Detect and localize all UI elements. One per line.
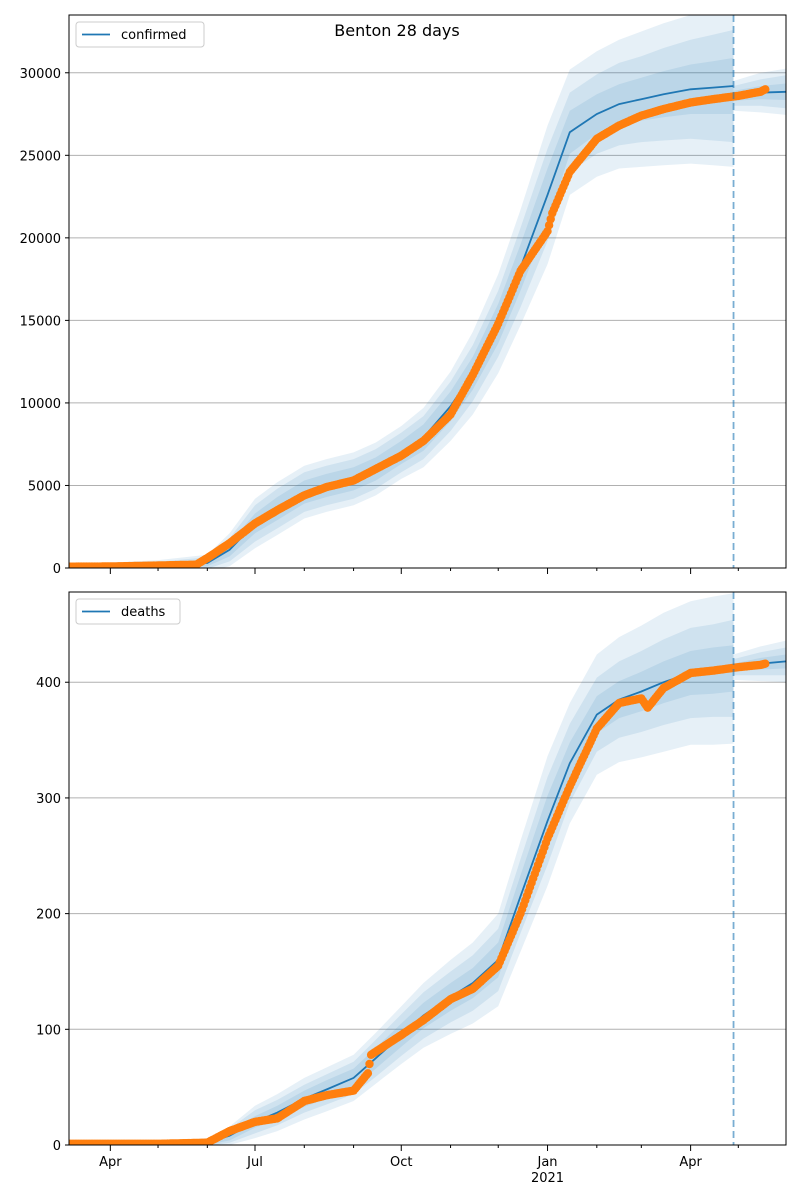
model-line (69, 85, 734, 568)
deaths-panel: 0 100 200 300 400 Apr Jul Oct Jan Apr 2021 deaths (36, 591, 787, 1186)
y-tick-label: 300 (36, 792, 61, 807)
x-tick-label: Oct (390, 1155, 412, 1170)
legend-label: confirmed (121, 28, 187, 43)
x-year-label: 2021 (531, 1171, 564, 1186)
plot-area (69, 15, 786, 568)
y-tick-label: 20000 (20, 232, 61, 247)
y-tick-label: 200 (36, 908, 61, 923)
y-tick-label: 10000 (20, 397, 61, 412)
axes-frame (68, 591, 787, 1146)
y-tick-label: 100 (36, 1023, 61, 1038)
observed-point (363, 1069, 373, 1078)
legend: deaths (75, 598, 181, 625)
observed-series (69, 85, 770, 568)
observed-point (365, 1059, 374, 1069)
x-tick-label: Jul (246, 1155, 263, 1170)
legend-box (75, 598, 181, 625)
x-tick-label: Apr (679, 1155, 702, 1170)
observed-series (69, 659, 770, 1145)
y-tick-label: 30000 (20, 67, 61, 82)
legend-label: deaths (121, 605, 166, 620)
legend-box (75, 21, 205, 48)
uncertainty-band (69, 29, 734, 568)
y-tick-label: 15000 (20, 314, 61, 329)
x-tick-label: Apr (99, 1155, 122, 1170)
uncertainty-band (69, 619, 734, 1145)
chart-title: Benton 28 days (334, 21, 459, 40)
plot-area (69, 593, 786, 1145)
y-tick-label: 0 (53, 1139, 61, 1154)
x-tick-label: Jan (537, 1155, 558, 1170)
y-tick-label: 400 (36, 676, 61, 691)
confirmed-panel: 0 5000 10000 15000 20000 25000 30000 confirmed (20, 14, 787, 577)
uncertainty-band (69, 15, 734, 568)
legend: confirmed (75, 21, 205, 48)
uncertainty-band (69, 593, 734, 1145)
observed-point (761, 85, 770, 94)
y-tick-label: 0 (53, 562, 61, 577)
axes-frame (68, 14, 787, 569)
observed-point (761, 659, 770, 668)
y-tick-label: 25000 (20, 149, 61, 164)
y-tick-label: 5000 (28, 479, 61, 494)
